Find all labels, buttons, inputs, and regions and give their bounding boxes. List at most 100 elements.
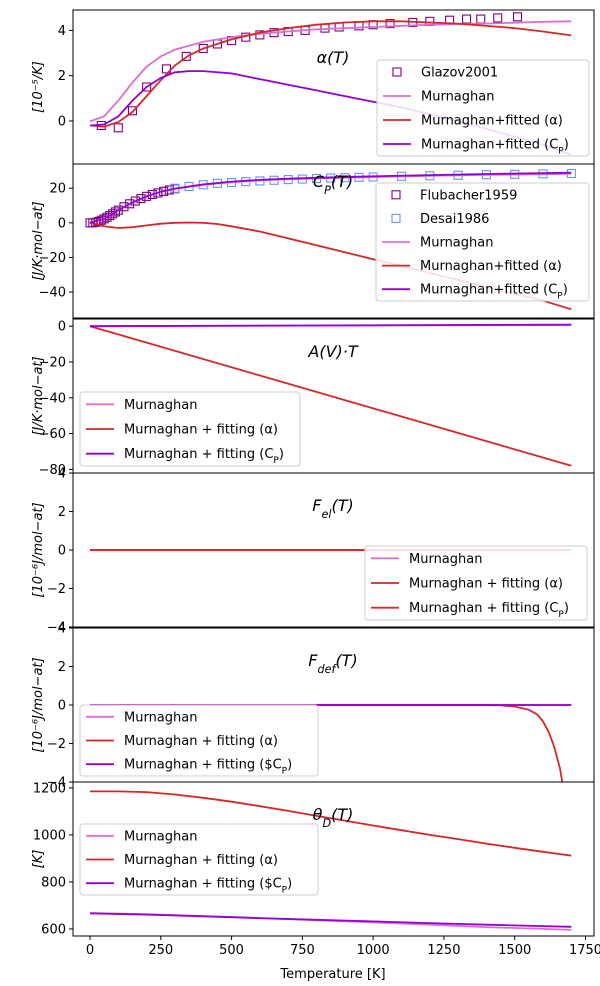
data-point: [130, 196, 140, 206]
x-tick-label: 1250: [427, 943, 460, 958]
series-group: [89, 790, 572, 931]
legend-entry: Murnaghan + fitting (CP): [124, 447, 284, 466]
data-point: [99, 214, 109, 224]
y-axis-label: [J/K·mol−at]: [31, 356, 46, 435]
y-tick-label: 2: [58, 660, 66, 675]
data-point: [113, 123, 123, 133]
y-tick-label: −2: [47, 737, 66, 752]
series-line-3: [89, 323, 572, 328]
data-point: [127, 106, 138, 116]
x-tick-label: 1750: [569, 943, 600, 958]
series-line-2: [90, 790, 572, 857]
y-tick-label: 800: [41, 875, 66, 890]
legend-box: [79, 823, 319, 896]
panel-title: Fel(T): [312, 496, 353, 521]
x-tick-label: 0: [86, 943, 94, 958]
data-point: [136, 194, 146, 204]
y-axis-label: [K]: [31, 850, 46, 869]
legend-entry: Desai1986: [420, 212, 489, 227]
legend-entry: Murnaghan + fitting ($CP): [124, 758, 292, 777]
legend-entry: Flubacher1959: [420, 188, 517, 203]
legend-box: [79, 391, 301, 467]
series-line-2: [89, 20, 572, 123]
data-point: [125, 199, 135, 209]
legend-box: [376, 59, 590, 157]
legend-entry: Murnaghan: [421, 90, 494, 105]
data-point: [354, 21, 364, 31]
y-tick-label: 4: [58, 467, 66, 482]
series-line-3: [89, 912, 572, 928]
legend-entry: Murnaghan + fitting (α): [124, 734, 278, 749]
y-tick-label: 0: [58, 216, 66, 231]
series-line-2: [89, 325, 572, 467]
series-line-3: [89, 20, 572, 128]
y-tick-label: 0: [58, 114, 66, 129]
legend-entry: Murnaghan: [124, 398, 197, 413]
data-point: [153, 188, 163, 198]
legend-entry: Murnaghan: [124, 710, 197, 725]
y-tick-label: −4: [47, 621, 66, 636]
legend: Murnaghan Murnaghan + fitting (α) Murnagha…: [364, 545, 588, 621]
y-tick-label: −80: [39, 463, 66, 478]
y-tick-label: −20: [39, 251, 66, 266]
data-point: [385, 19, 395, 29]
legend: Flubacher1959 Desai1986 Murnaghan Murnaghan…: [375, 182, 590, 302]
legend-entry: Murnaghan: [420, 236, 493, 251]
x-tick-label: 500: [219, 943, 244, 958]
data-point: [512, 12, 523, 22]
panel-title: CP(T): [313, 172, 353, 197]
legend-entry: Murnaghan+fitted (CP): [421, 138, 569, 157]
data-point: [110, 207, 121, 217]
y-axis-label: [10⁻⁵/K]: [31, 61, 46, 113]
data-point: [476, 14, 486, 24]
legend-marker: [392, 67, 402, 77]
series-group: [89, 323, 572, 467]
legend-entry: Murnaghan: [409, 552, 482, 567]
y-axis-label: [10⁻⁶J/mol−at]: [31, 657, 46, 752]
y-tick-label: −20: [39, 355, 66, 370]
y-tick-label: 2: [58, 505, 66, 520]
data-point: [198, 43, 208, 54]
y-tick-label: 1200: [33, 781, 66, 796]
legend: Murnaghan Murnaghan + fitting (α) Murnagha…: [79, 704, 319, 777]
y-tick-label: 0: [58, 544, 66, 559]
data-point: [147, 189, 157, 200]
legend-entry: Murnaghan + fitting (α): [124, 853, 278, 868]
panel-title: α(T): [317, 48, 350, 67]
data-point: [119, 202, 129, 212]
panel-frame: [72, 781, 595, 937]
panel-title: A(V)·T: [307, 342, 358, 361]
legend-entry: Murnaghan + fitting (CP): [409, 601, 569, 620]
panel-6: 60080010001200[K]θD(T)MurnaghanMurnaghan…: [31, 781, 595, 937]
data-point: [334, 22, 344, 32]
y-tick-label: 0: [58, 320, 66, 335]
y-tick-label: −2: [47, 582, 66, 597]
data-point: [142, 191, 152, 201]
panel-3: −80 −60 −40 −20 0 [J/K·mol−at] A(V)·T Murnaghan…: [31, 318, 595, 478]
y-tick-label: 20: [49, 182, 66, 197]
legend-entry: Murnaghan + fitting (α): [409, 577, 563, 592]
y-tick-label: 2: [58, 69, 66, 84]
legend-entry: Murnaghan+fitted (CP): [420, 283, 568, 302]
y-tick-label: 0: [58, 699, 66, 714]
legend-entry: Murnaghan + fitting (α): [124, 423, 278, 438]
panel-1: 0 2 4 [10⁻⁵/K] α(T) Glazov2001 Murnaghan Murnag…: [31, 9, 595, 165]
legend-entry: Murnaghan+fitted (α): [421, 114, 563, 129]
legend: Murnaghan Murnaghan + fitting (α) Murnagha…: [79, 391, 301, 467]
legend-box: [79, 704, 319, 777]
y-tick-label: 1000: [33, 828, 66, 843]
legend-entry: Murnaghan + fitting ($CP): [124, 877, 292, 896]
legend-box: [364, 545, 588, 621]
x-tick-label: 1500: [498, 943, 531, 958]
legend-entry: Murnaghan: [124, 829, 197, 844]
panel-2: −40 −20 0 20[J/K·mol−at] CP(T) Flubacher1959 D…: [31, 163, 595, 319]
x-axis-label: Temperature [K]: [279, 967, 385, 982]
data-point: [493, 13, 503, 23]
y-tick-label: −4: [47, 776, 66, 791]
legend-entry: Glazov2001: [421, 66, 498, 81]
legend-entry: Murnaghan+fitted (α): [420, 259, 562, 274]
panel-frame: [72, 163, 595, 319]
